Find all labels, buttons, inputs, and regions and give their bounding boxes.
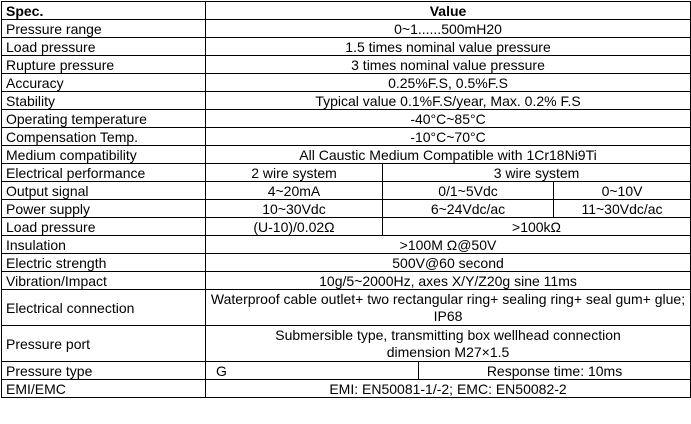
table-row: Insulation >100M Ω@50V bbox=[1, 235, 691, 254]
table-row: Load pressure 1.5 times nominal value pre… bbox=[1, 37, 691, 56]
table-row: Medium compatibility All Caustic Medium C… bbox=[1, 145, 691, 164]
spec-label: Insulation bbox=[1, 235, 206, 254]
spec-value: 1.5 times nominal value pressure bbox=[204, 37, 691, 56]
spec-label: Vibration/Impact bbox=[1, 271, 206, 290]
spec-value: >100M Ω@50V bbox=[204, 235, 691, 254]
spec-value: G bbox=[205, 361, 419, 380]
spec-label: Accuracy bbox=[1, 73, 206, 92]
spec-label: EMI/EMC bbox=[1, 379, 206, 398]
spec-label: Rupture pressure bbox=[1, 55, 206, 74]
spec-label: Power supply bbox=[1, 199, 206, 218]
spec-value: 500V@60 second bbox=[204, 253, 691, 272]
table-row: Electric strength 500V@60 second bbox=[1, 253, 691, 272]
header-row: Spec. Value bbox=[1, 1, 691, 20]
spec-value: Typical value 0.1%F.S/year, Max. 0.2% F.… bbox=[204, 91, 691, 110]
spec-value: (U-10)/0.02Ω bbox=[205, 217, 383, 236]
spec-label: Compensation Temp. bbox=[1, 127, 206, 146]
table-row: Pressure type G Response time: 10ms bbox=[1, 361, 691, 380]
table-row: Pressure port Submersible type, transmitt… bbox=[1, 325, 691, 362]
spec-label: Pressure type bbox=[1, 361, 206, 380]
table-row: Operating temperature -40°C~85°C bbox=[1, 109, 691, 128]
table-row: Stability Typical value 0.1%F.S/year, Max… bbox=[1, 91, 691, 110]
table-row: Electrical connection Waterproof cable ou… bbox=[1, 289, 691, 326]
spec-value: 10g/5~2000Hz, axes X/Y/Z20g sine 11ms bbox=[204, 271, 691, 290]
table-row: Pressure range 0~1......500mH20 bbox=[1, 19, 691, 38]
table-row: EMI/EMC EMI: EN50081-1/-2; EMC: EN50082-2 bbox=[1, 379, 691, 398]
table-row: Compensation Temp. -10°C~70°C bbox=[1, 127, 691, 146]
spec-value: 4~20mA bbox=[205, 181, 383, 200]
response-time: Response time: 10ms bbox=[417, 361, 691, 380]
spec-header: Spec. bbox=[1, 1, 206, 20]
spec-label: Electrical performance bbox=[1, 163, 206, 182]
spec-label: Stability bbox=[1, 91, 206, 110]
spec-value: 6~24Vdc/ac bbox=[382, 199, 554, 218]
spec-value: 3 times nominal value pressure bbox=[204, 55, 691, 74]
spec-value: Waterproof cable outlet+ two rectangular… bbox=[204, 289, 691, 326]
spec-value: -10°C~70°C bbox=[204, 127, 691, 146]
spec-value: EMI: EN50081-1/-2; EMC: EN50082-2 bbox=[204, 379, 691, 398]
spec-value: 0~1......500mH20 bbox=[204, 19, 691, 38]
table-row: Rupture pressure 3 times nominal value pr… bbox=[1, 55, 691, 74]
spec-table: Spec. Value Pressure range 0~1......500mH… bbox=[1, 1, 691, 398]
spec-label: Pressure port bbox=[1, 325, 206, 362]
spec-label: Electric strength bbox=[1, 253, 206, 272]
spec-label: Output signal bbox=[1, 181, 206, 200]
spec-value: All Caustic Medium Compatible with 1Cr18… bbox=[204, 145, 691, 164]
spec-value: 11~30Vdc/ac bbox=[552, 199, 691, 218]
spec-value: >100kΩ bbox=[381, 217, 691, 236]
spec-value: -40°C~85°C bbox=[204, 109, 691, 128]
spec-label: Pressure range bbox=[1, 19, 206, 38]
spec-value: 0/1~5Vdc bbox=[382, 181, 554, 200]
three-wire-header: 3 wire system bbox=[381, 163, 691, 182]
spec-label: Medium compatibility bbox=[1, 145, 206, 164]
table-row: Output signal 4~20mA 0/1~5Vdc 0~10V bbox=[1, 181, 691, 200]
spec-label: Electrical connection bbox=[1, 289, 206, 326]
spec-label: Operating temperature bbox=[1, 109, 206, 128]
two-wire-header: 2 wire system bbox=[205, 163, 383, 182]
table-row: Electrical performance 2 wire system 3 wir… bbox=[1, 163, 691, 182]
table-row: Load pressure (U-10)/0.02Ω >100kΩ bbox=[1, 217, 691, 236]
spec-value: 10~30Vdc bbox=[205, 199, 383, 218]
table-row: Vibration/Impact 10g/5~2000Hz, axes X/Y/Z… bbox=[1, 271, 691, 290]
spec-label: Load pressure bbox=[1, 217, 206, 236]
spec-value: Submersible type, transmitting box wellh… bbox=[204, 325, 691, 362]
spec-label: Load pressure bbox=[1, 37, 206, 56]
spec-value: 0.25%F.S, 0.5%F.S bbox=[204, 73, 691, 92]
table-row: Power supply 10~30Vdc 6~24Vdc/ac 11~30Vdc/a… bbox=[1, 199, 691, 218]
value-header: Value bbox=[204, 1, 691, 20]
table-row: Accuracy 0.25%F.S, 0.5%F.S bbox=[1, 73, 691, 92]
spec-value: 0~10V bbox=[552, 181, 691, 200]
